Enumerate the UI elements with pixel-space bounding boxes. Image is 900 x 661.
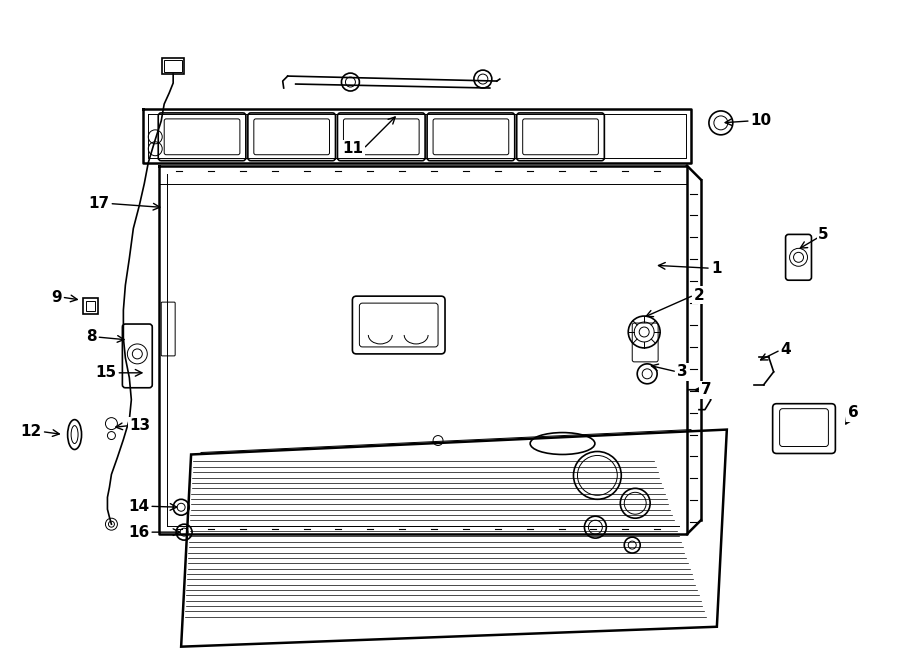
Text: 16: 16 — [128, 525, 149, 539]
Text: 17: 17 — [88, 196, 110, 211]
Text: 1: 1 — [711, 260, 722, 276]
Circle shape — [346, 77, 356, 87]
Text: 4: 4 — [780, 342, 791, 358]
Text: 12: 12 — [21, 424, 41, 439]
Circle shape — [478, 74, 488, 84]
Text: 3: 3 — [677, 364, 688, 379]
Text: 13: 13 — [130, 418, 150, 433]
Text: 5: 5 — [818, 227, 829, 242]
Text: 7: 7 — [701, 382, 712, 397]
Circle shape — [108, 521, 114, 527]
Text: 6: 6 — [848, 405, 859, 420]
Text: 11: 11 — [342, 141, 364, 156]
Text: 14: 14 — [128, 499, 149, 514]
Text: 2: 2 — [694, 288, 705, 303]
Text: 8: 8 — [86, 329, 96, 344]
Text: 15: 15 — [95, 366, 116, 380]
Text: 10: 10 — [751, 114, 772, 128]
Text: 9: 9 — [51, 290, 61, 305]
